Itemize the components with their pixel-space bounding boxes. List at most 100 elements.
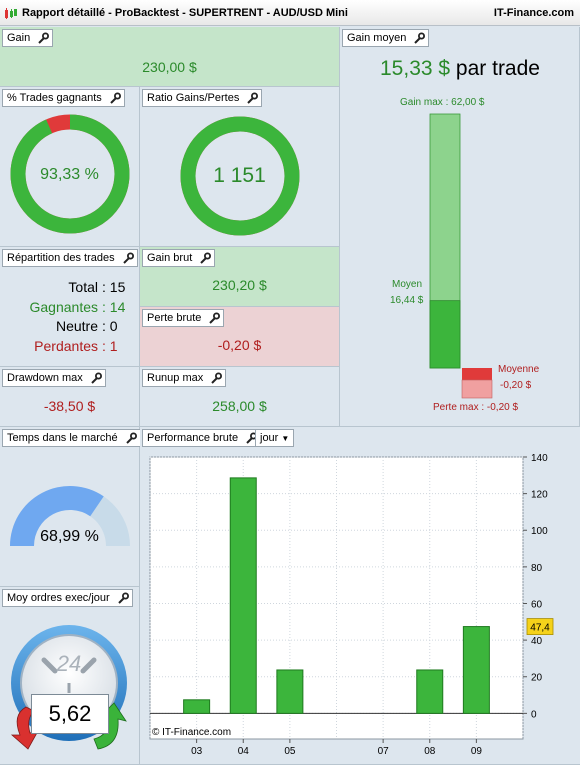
- perte-brute-panel: Perte brute -0,20 $: [140, 307, 340, 367]
- x-tick-label: 03: [191, 746, 203, 757]
- wrench-icon[interactable]: [207, 311, 221, 325]
- y-tick-label: 80: [531, 563, 543, 574]
- wrench-icon[interactable]: [124, 431, 138, 445]
- trade-breakdown: Total: 15 Gagnantes: 14 Neutre: 0 Perdan…: [0, 278, 130, 356]
- ratio-value: 1 151: [213, 164, 266, 187]
- trades-gagnants-panel: % Trades gagnants 93,33 %: [0, 87, 140, 247]
- repartition-label: Répartition des trades: [2, 249, 138, 267]
- gain-moyen-bar: [429, 300, 461, 369]
- ratio-panel: Ratio Gains/Pertes 1 151: [140, 87, 340, 247]
- bar-08: [416, 669, 444, 714]
- moyen-value: 16,44 $: [390, 295, 424, 306]
- x-tick-label: 09: [471, 746, 483, 757]
- performance-chart: 0 20 40 60 80 100 120 140 03 04 05 07 08 09 47,4: [149, 453, 554, 757]
- wrench-icon[interactable]: [209, 371, 223, 385]
- average-gain-line: 15,33 $ par trade: [340, 57, 580, 81]
- drawdown-panel: Drawdown max -38,50 $: [0, 367, 140, 427]
- wrench-icon[interactable]: [198, 251, 212, 265]
- average-gain-suffix: par trade: [455, 57, 540, 80]
- caret-down-icon: ▼: [281, 434, 290, 443]
- gauge-fill: [10, 486, 104, 546]
- ratio-arc: [180, 116, 300, 236]
- time-in-market-value: 68,99 %: [40, 528, 99, 545]
- orders-value-box: 5,62: [31, 694, 109, 734]
- breakdown-row-total: Total: 15: [68, 279, 126, 295]
- wrench-icon[interactable]: [121, 251, 135, 265]
- perte-moyenne-bar: [462, 368, 492, 380]
- title-bar: Rapport détaillé - ProBacktest - SUPERTR…: [0, 0, 580, 26]
- runup-panel: Runup max 258,00 $: [140, 367, 340, 427]
- gain-brut-panel: Gain brut 230,20 $: [140, 247, 340, 307]
- clock-number: 24: [56, 651, 81, 676]
- y-tick-label: 140: [531, 453, 548, 464]
- runup-label: Runup max: [142, 369, 227, 387]
- wrench-icon[interactable]: [245, 91, 259, 105]
- ordres-panel: Moy ordres exec/jour 24 5,62: [0, 587, 140, 765]
- winning-trades-donut: [10, 114, 130, 234]
- breakdown-row-perdantes: Perdantes: 1: [34, 337, 118, 354]
- moyenne-value: -0,20 $: [500, 380, 532, 391]
- moyenne-label: Moyenne: [498, 364, 540, 375]
- breakdown-row-neutre: Neutre: 0: [55, 318, 118, 334]
- time-in-market-gauge: [10, 486, 130, 546]
- ordres-label: Moy ordres exec/jour: [2, 589, 133, 607]
- average-gain-bars: [429, 113, 493, 399]
- winning-trades-arc: [10, 114, 130, 234]
- repartition-panel: Répartition des trades Total: 15 Gagnant…: [0, 247, 140, 367]
- bar-05: [276, 669, 304, 714]
- window-title: Rapport détaillé - ProBacktest - SUPERTR…: [22, 7, 348, 19]
- gain-moyen-label: Gain moyen: [342, 29, 430, 47]
- y-tick-label: 40: [531, 636, 543, 647]
- ratio-donut: [180, 116, 300, 236]
- y-tick-label: 60: [531, 599, 543, 610]
- drawdown-label: Drawdown max: [2, 369, 106, 387]
- gain-label: Gain: [2, 29, 54, 47]
- gain-moyen-panel: Gain moyen 15,33 $ par trade Gain max : …: [340, 27, 580, 427]
- x-tick-label: 07: [378, 746, 390, 757]
- bar-04: [229, 477, 257, 714]
- moyen-label: Moyen: [392, 279, 423, 290]
- drawdown-value: -38,50 $: [43, 398, 96, 414]
- trades-gagnants-label: % Trades gagnants: [2, 89, 125, 107]
- wrench-icon[interactable]: [412, 31, 426, 45]
- y-tick-label: 100: [531, 526, 548, 537]
- y-tick-label: 120: [531, 490, 548, 501]
- average-gain-value: 15,33 $: [380, 57, 451, 80]
- performance-panel: Performance brute jour ▼ 0 20 40 60 80 100 120…: [140, 427, 580, 765]
- app-icon: [5, 8, 17, 19]
- clock-icon: 24: [10, 625, 127, 750]
- chart-watermark: © IT-Finance.com: [152, 727, 232, 738]
- perte-max-bar: [461, 379, 493, 399]
- ratio-label: Ratio Gains/Pertes: [142, 89, 263, 107]
- gain-value: 230,00 $: [142, 59, 197, 75]
- bar-03: [183, 699, 211, 714]
- breakdown-row-gagnantes: Gagnantes: 14: [29, 298, 126, 315]
- current-value-label: 47,4: [530, 623, 550, 634]
- winning-trades-value: 93,33 %: [40, 166, 99, 183]
- period-dropdown[interactable]: jour ▼: [255, 429, 295, 447]
- wrench-icon[interactable]: [108, 91, 122, 105]
- x-tick-label: 04: [238, 746, 250, 757]
- gain-brut-value: 230,20 $: [212, 277, 267, 293]
- perte-brute-value: -0,20 $: [217, 337, 262, 353]
- period-dropdown-value: jour: [260, 432, 279, 444]
- temps-panel: Temps dans le marché 68,99 %: [0, 427, 141, 587]
- brand-name: IT-Finance.com: [493, 7, 574, 19]
- perte-brute-label: Perte brute: [142, 309, 225, 327]
- x-tick-label: 08: [424, 746, 436, 757]
- wrench-icon[interactable]: [89, 371, 103, 385]
- temps-label: Temps dans le marché: [2, 429, 141, 447]
- wrench-icon[interactable]: [36, 31, 50, 45]
- wrench-icon[interactable]: [116, 591, 130, 605]
- gain-brut-label: Gain brut: [142, 249, 216, 267]
- performance-label: Performance brute: [142, 429, 262, 447]
- gain-max-label: Gain max : 62,00 $: [400, 97, 485, 108]
- gain-panel: Gain 230,00 $: [0, 27, 340, 87]
- perte-max-label: Perte max : -0,20 $: [433, 402, 519, 413]
- bar-09: [462, 626, 490, 714]
- current-value-marker: [526, 618, 554, 635]
- orders-value: 5,62: [48, 701, 92, 726]
- y-tick-label: 0: [531, 709, 537, 720]
- x-tick-label: 05: [284, 746, 296, 757]
- runup-value: 258,00 $: [212, 398, 267, 414]
